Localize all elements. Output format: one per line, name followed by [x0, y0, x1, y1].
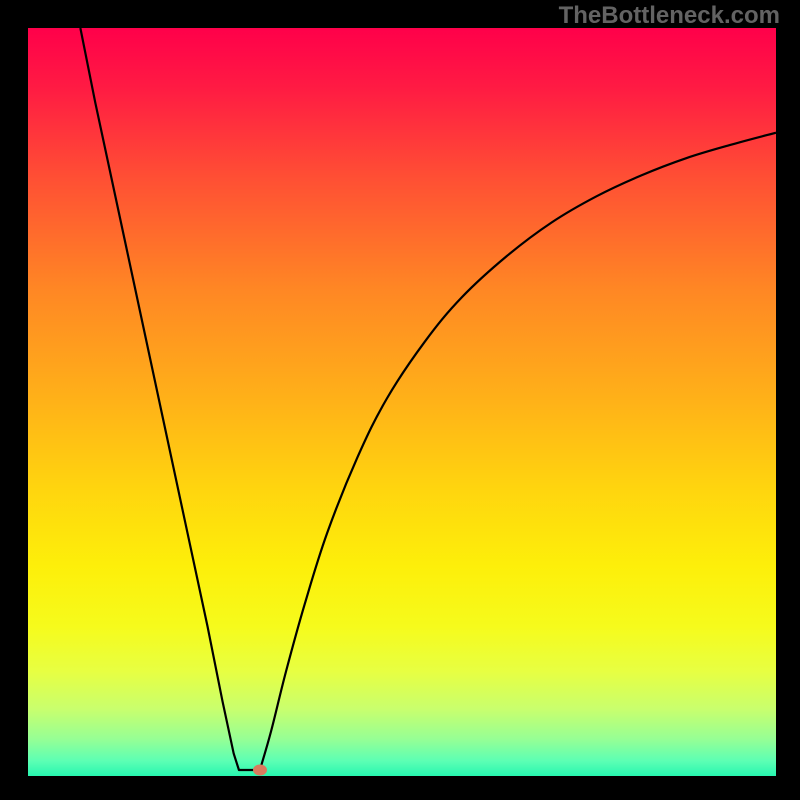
plot-area	[28, 28, 776, 776]
watermark-text: TheBottleneck.com	[559, 2, 780, 30]
chart-container: TheBottleneck.com	[0, 0, 800, 800]
bottleneck-curve	[28, 28, 776, 776]
optimum-marker	[253, 765, 267, 776]
